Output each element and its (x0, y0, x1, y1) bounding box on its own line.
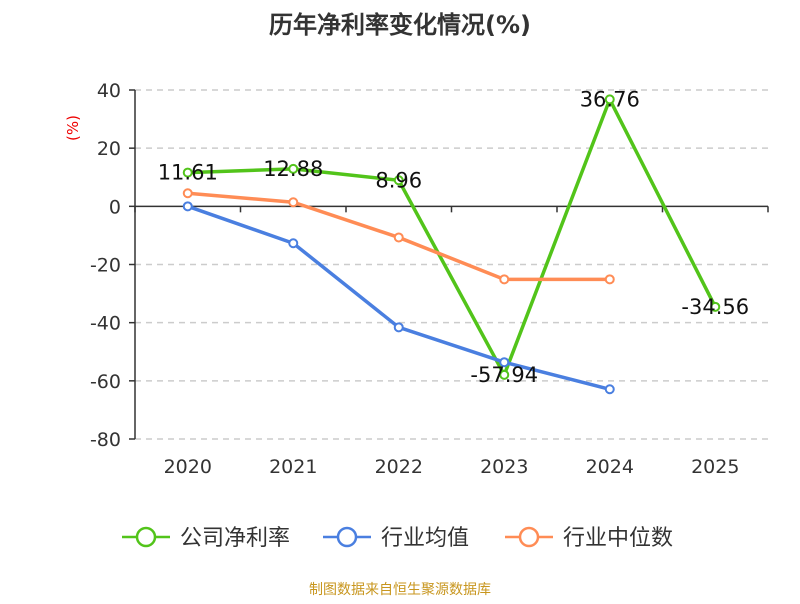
series-line (187, 95, 717, 380)
data-label: 11.61 (158, 161, 218, 185)
data-point (288, 197, 299, 208)
legend-label: 公司净利率 (180, 526, 290, 551)
x-tick-label: 2023 (480, 456, 528, 478)
data-point (710, 301, 721, 312)
data-point (393, 175, 404, 186)
y-tick-label: 20 (97, 138, 121, 160)
data-point (288, 238, 299, 249)
data-point (393, 322, 404, 333)
legend-label: 行业中位数 (563, 526, 673, 551)
y-tick-label: -80 (90, 429, 121, 451)
data-point (499, 274, 510, 285)
data-point (604, 384, 615, 395)
y-tick-label: 40 (97, 80, 121, 102)
data-label: -34.56 (681, 295, 749, 319)
legend-marker (336, 526, 358, 548)
data-point (604, 94, 615, 105)
data-point (182, 201, 193, 212)
x-tick-label: 2020 (164, 456, 212, 478)
legend-marker (135, 526, 157, 548)
data-point (604, 274, 615, 285)
y-tick-label: -60 (90, 371, 121, 393)
y-tick-label: -20 (90, 255, 121, 277)
legend-marker (518, 526, 540, 548)
data-point (393, 232, 404, 243)
x-tick-label: 2022 (375, 456, 423, 478)
x-tick-label: 2024 (586, 456, 634, 478)
data-label: 12.88 (263, 157, 323, 181)
data-point (182, 167, 193, 178)
data-label: -57.94 (470, 363, 538, 387)
data-point (182, 188, 193, 199)
data-point (499, 369, 510, 380)
y-tick-label: -40 (90, 313, 121, 335)
y-tick-label: 0 (109, 196, 121, 218)
x-tick-label: 2025 (691, 456, 739, 478)
data-point (499, 357, 510, 368)
footer-source: 制图数据来自恒生聚源数据库 (309, 582, 491, 598)
y-axis-label: (%) (64, 115, 82, 141)
legend-label: 行业均值 (381, 526, 469, 551)
x-tick-label: 2021 (269, 456, 317, 478)
chart-title: 历年净利率变化情况(%) (269, 11, 531, 39)
data-label: 8.96 (375, 168, 422, 192)
data-label: 36.76 (580, 87, 640, 111)
data-point (288, 163, 299, 174)
